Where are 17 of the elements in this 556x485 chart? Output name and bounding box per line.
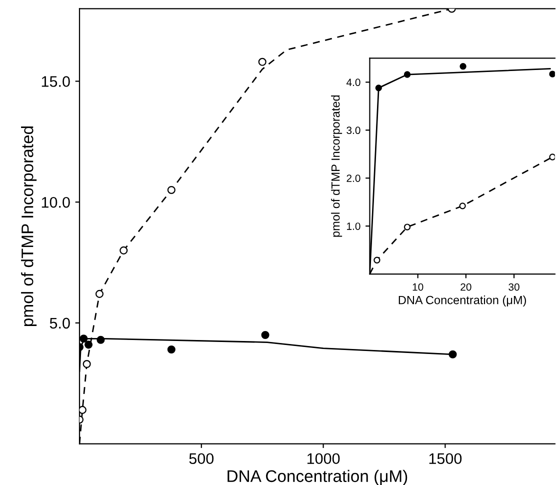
x-tick-label: 10 bbox=[412, 283, 424, 291]
y-tick-label: 1.0 bbox=[347, 222, 360, 230]
y-tick-label: 3.0 bbox=[346, 126, 360, 134]
y-axis-title: pmol of dTMP Incorporated bbox=[331, 95, 342, 237]
x-tick-label: 30 bbox=[508, 283, 520, 291]
y-tick-label: 4.0 bbox=[346, 78, 360, 86]
x-tick-label: 1000 bbox=[307, 453, 340, 464]
x-axis-title: DNA Concentration (μM) bbox=[228, 470, 408, 485]
y-tick-label: 10.0 bbox=[42, 196, 70, 208]
x-axis-title: DNA Concentration (μM) bbox=[398, 296, 526, 307]
x-tick-label: 1500 bbox=[429, 453, 462, 464]
y-tick-label: 2.0 bbox=[346, 174, 360, 182]
x-tick-label: 20 bbox=[460, 283, 472, 291]
y-tick-label: 5.0 bbox=[50, 318, 70, 329]
y-tick-label: 15.0 bbox=[42, 76, 70, 87]
y-axis-title: pmol of dTMP Incorporated bbox=[21, 126, 37, 326]
x-tick-label: 500 bbox=[189, 453, 214, 464]
